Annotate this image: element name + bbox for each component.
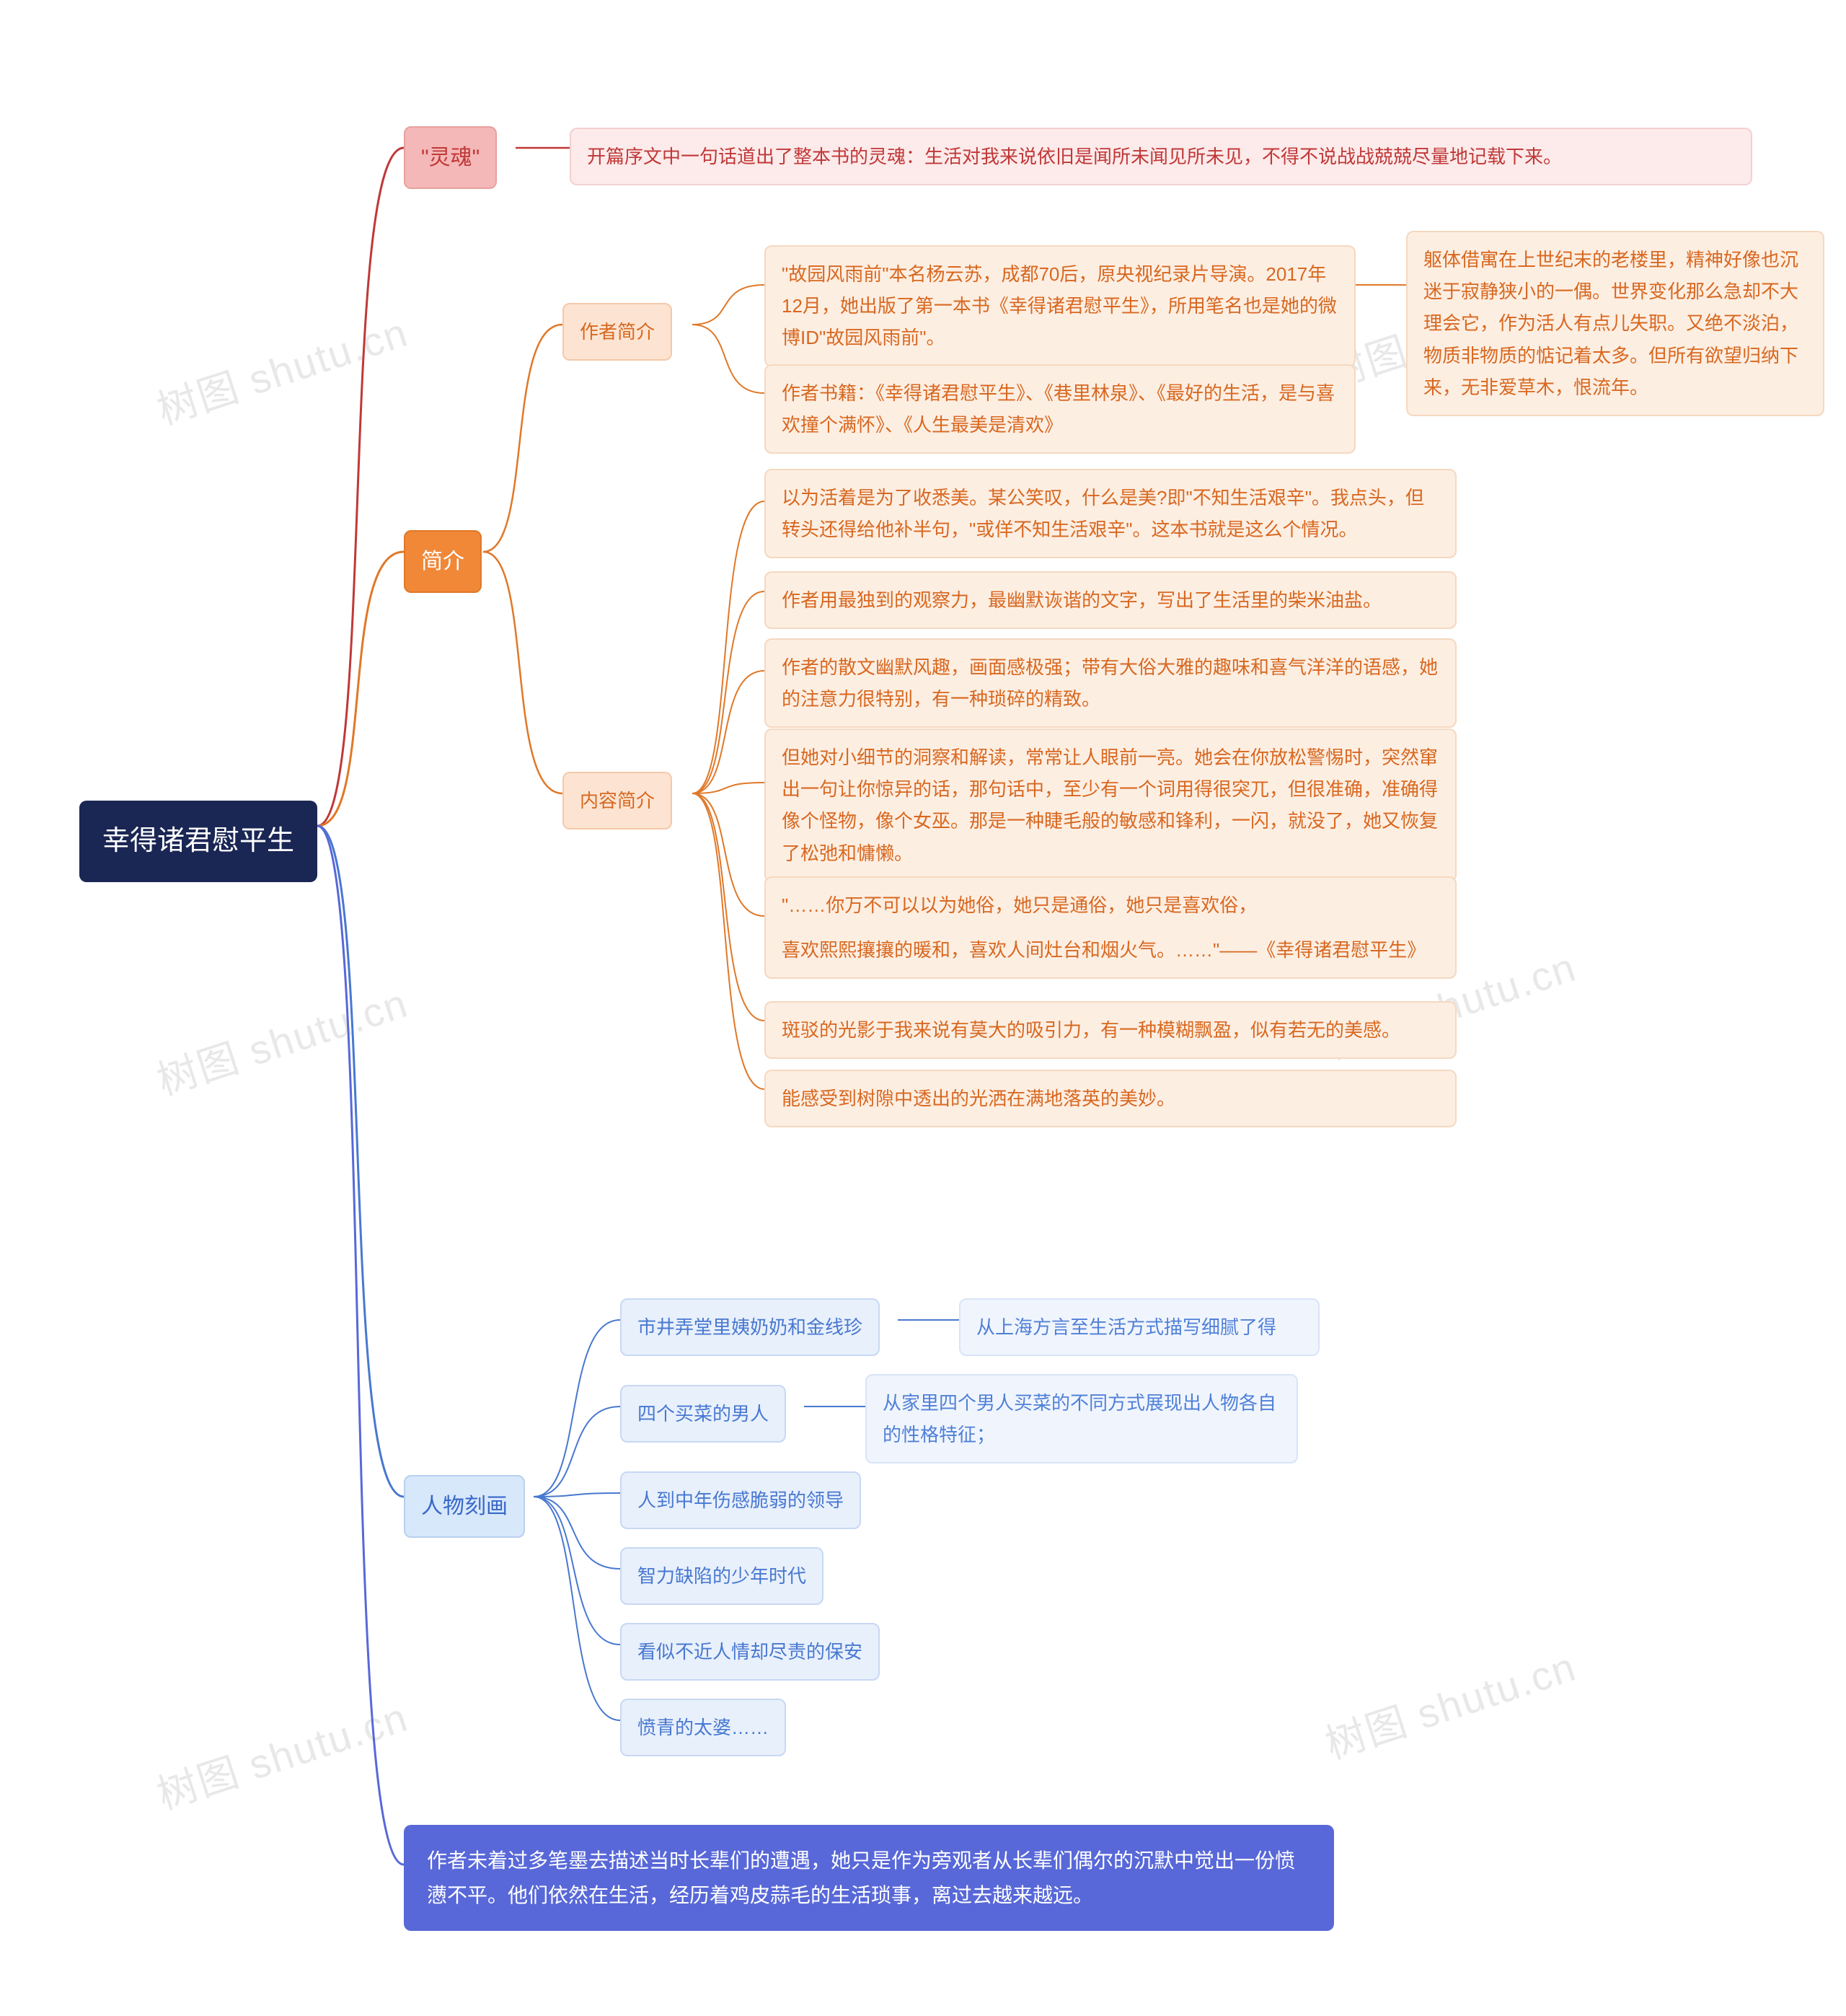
root-node: 幸得诸君慰平生: [79, 801, 317, 882]
content-p5: "……你万不可以以为她俗，她只是通俗，她只是喜欢俗， 喜欢熙熙攘攘的暖和，喜欢人…: [764, 876, 1457, 979]
author-bio2: 躯体借寓在上世纪末的老楼里，精神好像也沉迷于寂静狭小的一偶。世界变化那么急却不大…: [1406, 231, 1824, 416]
char-c1: 市井弄堂里姨奶奶和金线珍: [620, 1298, 880, 1356]
content-p1: 以为活着是为了收悉美。某公笑叹，什么是美?即"不知生活艰辛"。我点头，但转头还得…: [764, 469, 1457, 558]
char-c2: 四个买菜的男人: [620, 1385, 786, 1443]
content-p4: 但她对小细节的洞察和解读，常常让人眼前一亮。她会在你放松警惕时，突然窜出一句让你…: [764, 729, 1457, 882]
content-node: 内容简介: [562, 772, 672, 829]
watermark: 树图 shutu.cn: [149, 971, 415, 1107]
author-bio1: "故园风雨前"本名杨云苏，成都70后，原央视纪录片导演。2017年12月，她出版…: [764, 245, 1356, 367]
watermark: 树图 shutu.cn: [1317, 1634, 1583, 1771]
author-node: 作者简介: [562, 303, 672, 361]
content-p5b: 喜欢熙熙攘攘的暖和，喜欢人间灶台和烟火气。……"——《幸得诸君慰平生》: [782, 934, 1439, 966]
content-p6: 斑驳的光影于我来说有莫大的吸引力，有一种模糊飘盈，似有若无的美感。: [764, 1001, 1457, 1059]
char-c5: 看似不近人情却尽责的保安: [620, 1623, 880, 1681]
char-c6: 愤青的太婆……: [620, 1699, 786, 1756]
soul-node: "灵魂": [404, 126, 497, 189]
watermark: 树图 shutu.cn: [149, 300, 415, 436]
char-c2-detail: 从家里四个男人买菜的不同方式展现出人物各自的性格特征；: [865, 1374, 1298, 1463]
char-c1-detail: 从上海方言至生活方式描写细腻了得: [959, 1298, 1320, 1356]
author-books: 作者书籍：《幸得诸君慰平生》、《巷里林泉》、《最好的生活，是与喜欢撞个满怀》、《…: [764, 364, 1356, 454]
char-c4: 智力缺陷的少年时代: [620, 1547, 823, 1605]
char-c3: 人到中年伤感脆弱的领导: [620, 1471, 861, 1529]
soul-detail: 开篇序文中一句话道出了整本书的灵魂：生活对我来说依旧是闻所未闻见所未见，不得不说…: [570, 128, 1752, 185]
content-p2: 作者用最独到的观察力，最幽默诙谐的文字，写出了生活里的柴米油盐。: [764, 571, 1457, 629]
content-p3: 作者的散文幽默风趣，画面感极强；带有大俗大雅的趣味和喜气洋洋的语感，她的注意力很…: [764, 638, 1457, 728]
watermark: 树图 shutu.cn: [149, 1685, 415, 1821]
content-p5a: "……你万不可以以为她俗，她只是通俗，她只是喜欢俗，: [782, 889, 1439, 921]
summary-node: 作者未着过多笔墨去描述当时长辈们的遭遇，她只是作为旁观者从长辈们偶尔的沉默中觉出…: [404, 1825, 1334, 1931]
characters-node: 人物刻画: [404, 1475, 525, 1538]
intro-node: 简介: [404, 530, 482, 593]
content-p7: 能感受到树隙中透出的光洒在满地落英的美妙。: [764, 1070, 1457, 1127]
